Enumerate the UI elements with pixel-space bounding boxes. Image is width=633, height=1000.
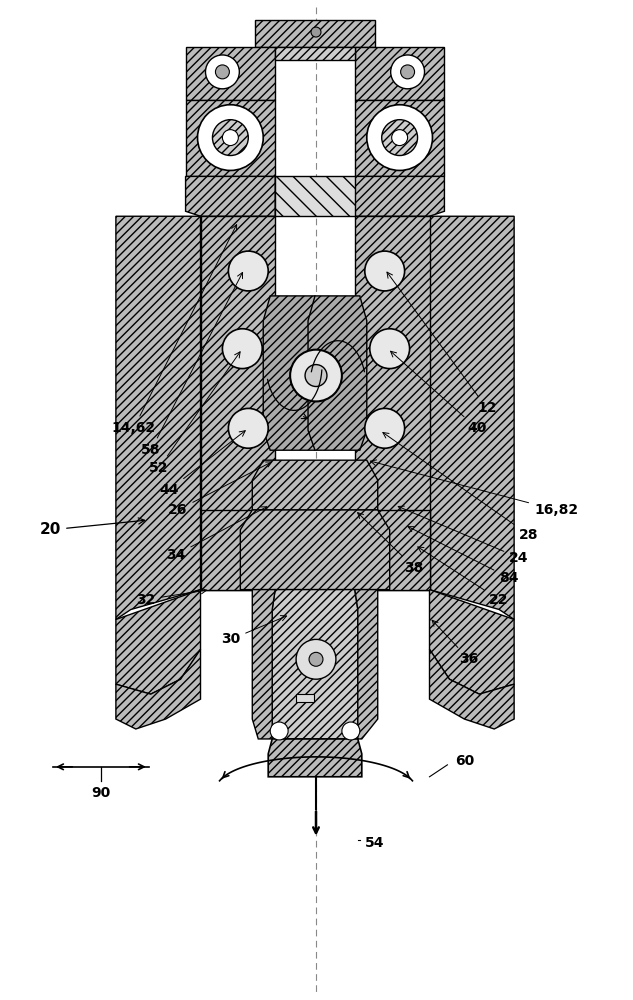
Text: 14,62: 14,62	[111, 225, 237, 435]
Text: 40: 40	[391, 351, 487, 435]
Polygon shape	[241, 510, 390, 590]
Polygon shape	[201, 510, 263, 590]
Text: 30: 30	[221, 616, 287, 646]
Polygon shape	[253, 590, 275, 739]
Text: 26: 26	[168, 462, 272, 517]
Circle shape	[206, 55, 239, 89]
Polygon shape	[275, 47, 355, 60]
Polygon shape	[308, 296, 367, 450]
Circle shape	[365, 408, 404, 448]
Circle shape	[370, 329, 410, 369]
Polygon shape	[355, 176, 444, 216]
Text: 90: 90	[91, 786, 111, 800]
Polygon shape	[355, 590, 378, 739]
Polygon shape	[201, 216, 275, 590]
Text: 22: 22	[418, 547, 509, 607]
Polygon shape	[355, 216, 430, 590]
Text: 16,82: 16,82	[370, 460, 578, 517]
Text: 34: 34	[166, 507, 266, 562]
Circle shape	[229, 251, 268, 291]
Text: 44: 44	[159, 431, 245, 497]
Circle shape	[305, 365, 327, 387]
Text: 54: 54	[365, 836, 384, 850]
Circle shape	[391, 55, 425, 89]
Polygon shape	[430, 590, 514, 694]
Circle shape	[365, 251, 404, 291]
Text: 58: 58	[141, 272, 242, 457]
Polygon shape	[185, 100, 275, 176]
Text: 28: 28	[383, 433, 539, 542]
Text: 24: 24	[398, 506, 529, 565]
Polygon shape	[255, 20, 375, 47]
Polygon shape	[430, 649, 514, 729]
Circle shape	[342, 722, 360, 740]
Circle shape	[222, 130, 239, 146]
Text: 32: 32	[136, 588, 206, 607]
Polygon shape	[116, 216, 201, 619]
Text: 84: 84	[408, 527, 518, 585]
Circle shape	[229, 408, 268, 448]
Circle shape	[382, 120, 418, 156]
Circle shape	[197, 105, 263, 170]
Circle shape	[213, 120, 248, 156]
Bar	[296, 694, 314, 702]
Circle shape	[296, 639, 336, 679]
Polygon shape	[116, 590, 201, 694]
Polygon shape	[185, 47, 275, 100]
Text: 20: 20	[40, 518, 144, 537]
Polygon shape	[367, 510, 430, 590]
Circle shape	[311, 27, 321, 37]
Text: 36: 36	[432, 620, 479, 666]
Text: 52: 52	[149, 352, 240, 475]
Polygon shape	[355, 47, 444, 100]
Circle shape	[222, 329, 262, 369]
Circle shape	[309, 652, 323, 666]
Polygon shape	[430, 216, 514, 619]
Circle shape	[392, 130, 408, 146]
Text: 12: 12	[387, 272, 497, 415]
Polygon shape	[185, 176, 275, 216]
Polygon shape	[268, 739, 362, 777]
Circle shape	[290, 350, 342, 401]
Polygon shape	[253, 460, 378, 510]
Polygon shape	[272, 590, 358, 739]
Circle shape	[367, 105, 432, 170]
Polygon shape	[275, 176, 355, 216]
Text: 38: 38	[358, 513, 424, 575]
Polygon shape	[116, 649, 201, 729]
Circle shape	[401, 65, 415, 79]
Text: 60: 60	[455, 754, 475, 768]
Circle shape	[270, 722, 288, 740]
Polygon shape	[263, 296, 322, 450]
Circle shape	[215, 65, 229, 79]
Polygon shape	[355, 100, 444, 176]
